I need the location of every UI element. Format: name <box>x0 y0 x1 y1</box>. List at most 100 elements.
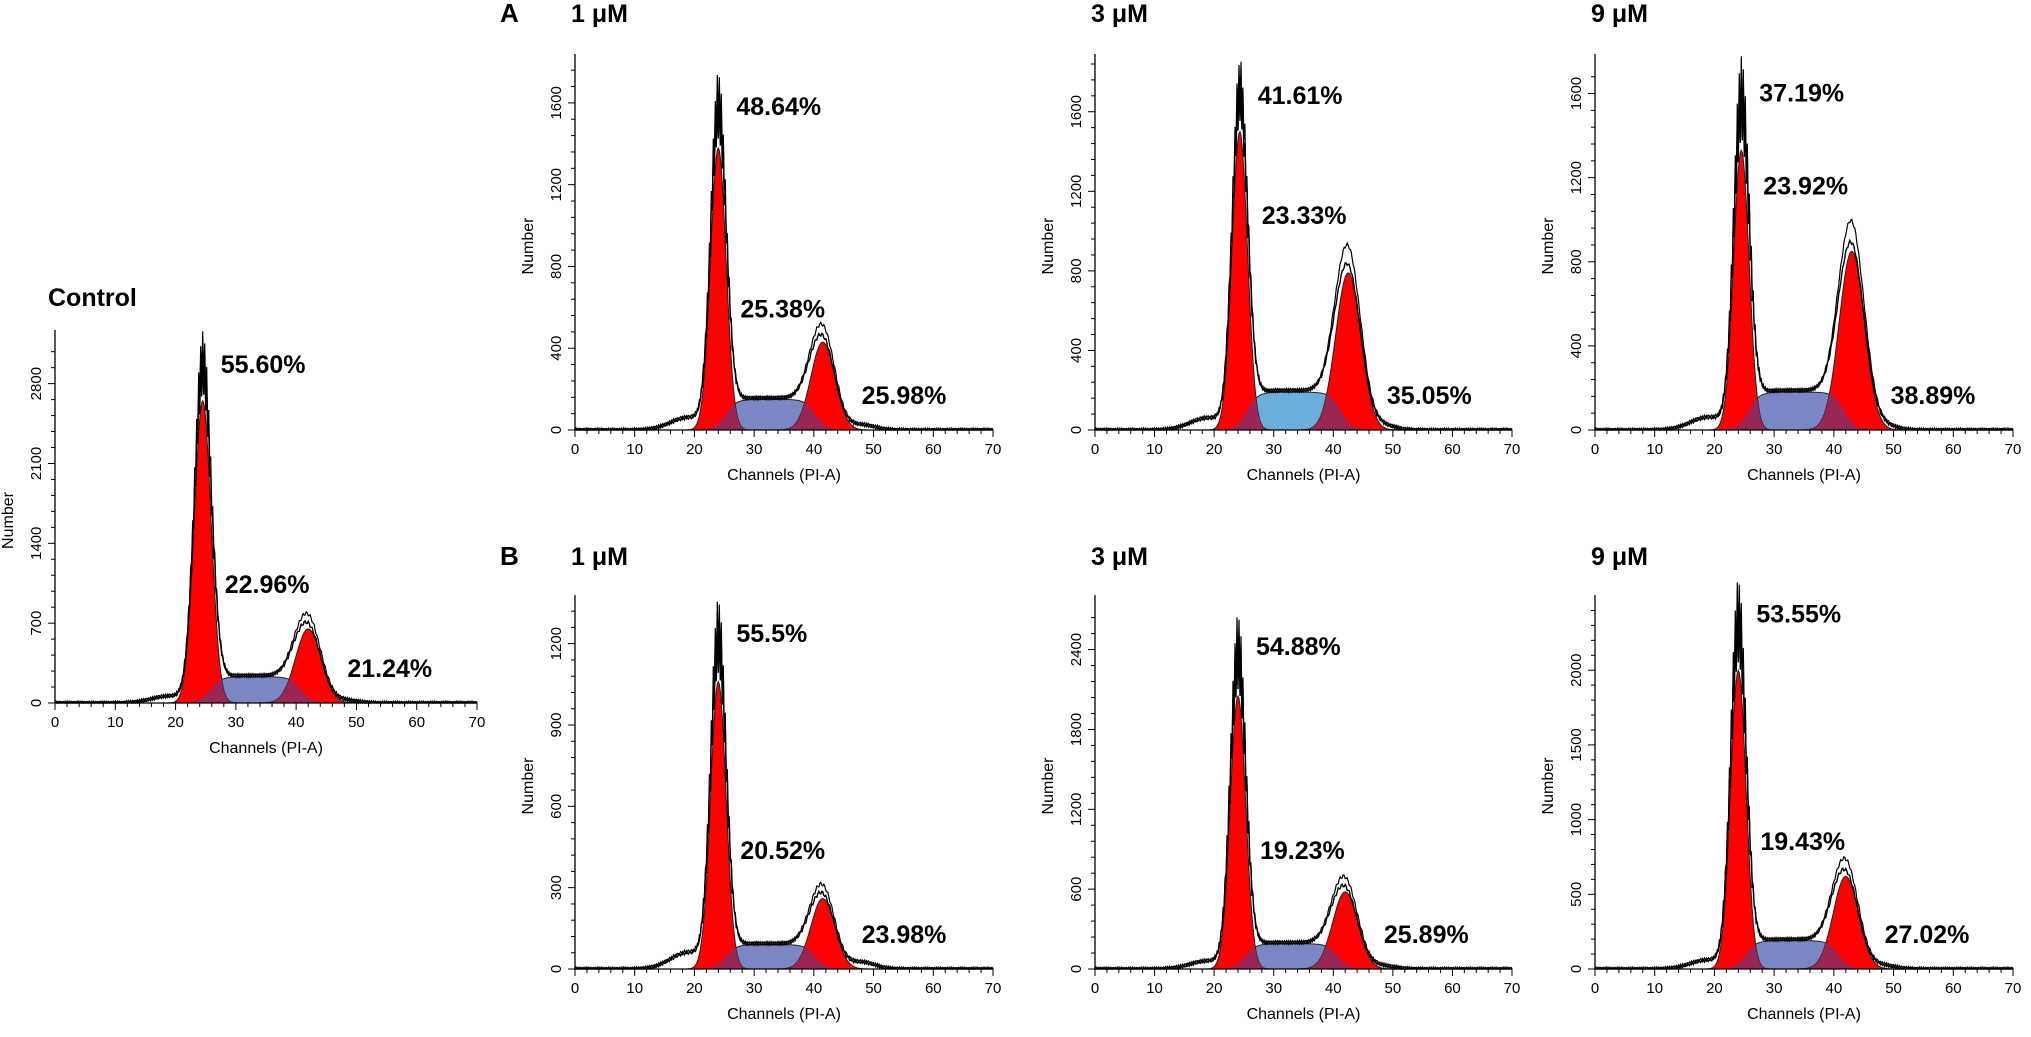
y-tick-label: 1600 <box>1068 95 1085 128</box>
x-tick-label: 40 <box>288 714 305 731</box>
x-tick-label: 30 <box>1265 980 1282 997</box>
x-tick-label: 10 <box>626 441 643 458</box>
g2m-percentage: 21.24% <box>347 655 432 683</box>
y-tick-label: 1200 <box>1068 793 1085 826</box>
y-tick-label: 800 <box>548 254 565 279</box>
section-label-a: A <box>500 0 519 28</box>
y-tick-label: 1500 <box>1568 728 1585 761</box>
x-axis-title: Channels (PI-A) <box>209 740 323 757</box>
x-tick-label: 60 <box>1945 441 1962 458</box>
x-tick-label: 40 <box>1325 441 1342 458</box>
histogram-trace <box>574 93 994 432</box>
g2m-percentage: 35.05% <box>1387 382 1472 410</box>
g1-percentage: 55.60% <box>221 351 306 379</box>
y-tick-label: 1600 <box>1568 77 1585 110</box>
x-tick-label: 10 <box>1646 441 1663 458</box>
y-tick-label: 600 <box>1068 877 1085 902</box>
y-tick-label: 1000 <box>1568 803 1585 836</box>
g1-percentage: 53.55% <box>1756 600 1841 628</box>
y-axis-title: Number <box>1540 217 1557 275</box>
x-tick-label: 70 <box>2005 980 2022 997</box>
y-tick-label: 300 <box>548 875 565 900</box>
y-tick-label: 1200 <box>1068 175 1085 208</box>
x-tick-label: 50 <box>865 441 882 458</box>
g1-percentage: 55.5% <box>736 620 807 648</box>
x-tick-label: 60 <box>1444 441 1461 458</box>
g2m-percentage: 23.98% <box>862 921 947 949</box>
y-tick-label: 0 <box>28 699 45 707</box>
x-tick-label: 70 <box>469 714 486 731</box>
y-tick-label: 500 <box>1568 882 1585 907</box>
g1-percentage: 41.61% <box>1258 82 1343 110</box>
g1-percentage: 54.88% <box>1256 633 1341 661</box>
chart-B-3: 0 10 20 30 40 50 60 70 0 600 1200 1800 2400 Channels … <box>1040 543 1520 1023</box>
x-tick-label: 40 <box>806 441 823 458</box>
x-tick-label: 60 <box>1444 980 1461 997</box>
x-tick-label: 10 <box>1146 980 1163 997</box>
x-tick-label: 50 <box>348 714 365 731</box>
x-tick-label: 0 <box>1091 980 1099 997</box>
x-tick-label: 50 <box>865 980 882 997</box>
x-axis-title: Channels (PI-A) <box>1247 467 1361 484</box>
x-axis-title: Channels (PI-A) <box>727 1006 841 1023</box>
x-tick-label: 10 <box>626 980 643 997</box>
s-phase-percentage: 23.33% <box>1262 202 1347 230</box>
chart-A-9: 0 10 20 30 40 50 60 70 0 400 800 1200 1600 Channels (… <box>1540 0 2021 484</box>
y-tick-label: 1800 <box>1068 713 1085 746</box>
y-tick-label: 1600 <box>548 86 565 119</box>
x-tick-label: 50 <box>1385 441 1402 458</box>
panel-title: Control <box>48 284 137 312</box>
chart-A-3: 0 10 20 30 40 50 60 70 0 400 800 1200 1600 Channels (… <box>1040 0 1520 484</box>
x-tick-label: 0 <box>1091 441 1099 458</box>
s-phase-percentage: 19.43% <box>1760 828 1845 856</box>
x-tick-label: 30 <box>746 441 763 458</box>
histogram-trace <box>1095 61 1513 431</box>
x-tick-label: 70 <box>1504 980 1521 997</box>
histogram-trace <box>1594 602 2014 971</box>
x-tick-label: 0 <box>571 441 579 458</box>
y-tick-label: 1200 <box>548 168 565 201</box>
x-tick-label: 30 <box>1766 441 1783 458</box>
histogram-trace <box>1095 617 1513 971</box>
x-tick-label: 60 <box>925 441 942 458</box>
histogram-trace <box>575 601 994 971</box>
s-phase-percentage: 22.96% <box>225 571 310 599</box>
g1-percentage: 37.19% <box>1759 79 1844 107</box>
x-tick-label: 30 <box>1265 441 1282 458</box>
x-tick-label: 0 <box>1591 980 1599 997</box>
y-axis-title: Number <box>520 217 537 275</box>
x-tick-label: 60 <box>408 714 425 731</box>
chart-B-1: 0 10 20 30 40 50 60 70 0 300 600 900 1200 Channels (P… <box>520 543 1001 1023</box>
y-tick-label: 700 <box>28 611 45 636</box>
x-tick-label: 0 <box>1591 441 1599 458</box>
panel-title: 1 μM <box>571 0 628 28</box>
x-axis-title: Channels (PI-A) <box>1747 467 1861 484</box>
g2m-percentage: 27.02% <box>1885 921 1970 949</box>
y-tick-label: 1200 <box>1568 161 1585 194</box>
y-tick-label: 2400 <box>1068 633 1085 666</box>
x-tick-label: 30 <box>746 980 763 997</box>
x-tick-label: 20 <box>167 714 184 731</box>
panel-title: 3 μM <box>1091 0 1148 28</box>
y-tick-label: 1200 <box>548 627 565 660</box>
x-tick-label: 70 <box>2005 441 2022 458</box>
panel-title: 3 μM <box>1091 543 1148 571</box>
y-axis-title: Number <box>0 491 17 549</box>
x-tick-label: 40 <box>1826 441 1843 458</box>
x-tick-label: 60 <box>1945 980 1962 997</box>
x-tick-label: 20 <box>1206 980 1223 997</box>
x-tick-label: 50 <box>1385 980 1402 997</box>
s-phase-percentage: 25.38% <box>740 295 825 323</box>
g1-percentage: 48.64% <box>736 93 821 121</box>
histogram-trace <box>54 355 478 705</box>
s-phase-percentage: 23.92% <box>1763 173 1848 201</box>
histogram-trace <box>1594 80 2014 432</box>
x-tick-label: 20 <box>1706 441 1723 458</box>
histogram-trace <box>1595 582 2014 971</box>
x-tick-label: 20 <box>686 441 703 458</box>
x-axis-title: Channels (PI-A) <box>727 467 841 484</box>
y-tick-label: 1400 <box>28 527 45 560</box>
histogram-trace <box>1595 56 2014 431</box>
y-tick-label: 2800 <box>28 367 45 400</box>
